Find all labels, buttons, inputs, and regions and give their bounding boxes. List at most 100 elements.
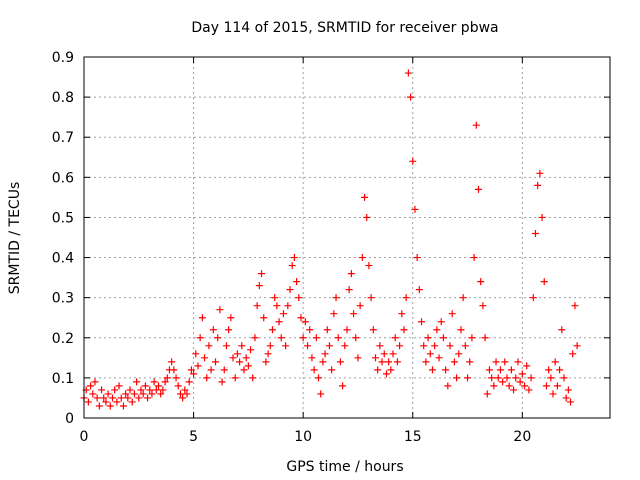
data-point [227, 314, 235, 322]
data-series [80, 69, 581, 410]
data-point [371, 354, 379, 362]
data-point [251, 334, 259, 342]
data-point [481, 334, 489, 342]
data-point [475, 185, 482, 193]
data-point [516, 378, 524, 386]
data-point [172, 374, 180, 382]
data-point [279, 310, 287, 318]
data-point [435, 354, 443, 362]
data-point [422, 358, 430, 366]
data-point [345, 286, 353, 294]
data-point [534, 181, 542, 189]
data-point [468, 334, 476, 342]
data-point [334, 334, 342, 342]
data-point [483, 390, 491, 398]
data-point [181, 386, 189, 394]
x-tick-label: 5 [189, 429, 198, 445]
data-point [308, 354, 316, 362]
data-point [413, 254, 421, 262]
data-point [306, 326, 314, 334]
data-point [343, 326, 351, 334]
data-point [538, 213, 546, 221]
data-point [459, 294, 467, 302]
data-point [104, 390, 112, 398]
data-point [358, 254, 366, 262]
data-point [183, 390, 191, 398]
data-point [571, 302, 579, 310]
data-point [157, 390, 165, 398]
data-point [297, 314, 305, 322]
data-point [453, 374, 461, 382]
data-point [404, 69, 412, 77]
data-point [310, 366, 318, 374]
data-point [198, 314, 206, 322]
x-tick-label: 20 [513, 429, 531, 445]
data-point [192, 350, 200, 358]
data-point [218, 378, 226, 386]
data-point [553, 382, 561, 390]
data-point [369, 326, 377, 334]
data-point [492, 358, 500, 366]
data-point [91, 378, 99, 386]
data-point [126, 386, 134, 394]
y-tick-label: 0.2 [52, 331, 74, 347]
data-point [347, 270, 355, 278]
data-point [363, 213, 371, 221]
data-point [531, 229, 539, 237]
x-axis-label: GPS time / hours [286, 459, 403, 475]
y-tick-label: 0.9 [52, 50, 74, 66]
data-point [564, 386, 572, 394]
data-point [385, 358, 393, 366]
data-point [89, 390, 97, 398]
data-point [485, 366, 493, 374]
data-point [499, 378, 507, 386]
data-point [128, 398, 136, 406]
y-tick-label: 0.4 [52, 251, 74, 267]
data-point [321, 350, 329, 358]
data-point [569, 350, 577, 358]
data-point [536, 169, 544, 177]
data-point [501, 358, 509, 366]
data-point [448, 310, 456, 318]
data-point [450, 358, 458, 366]
data-point [152, 386, 160, 394]
data-point [137, 386, 145, 394]
data-point [212, 358, 219, 366]
data-point [560, 374, 568, 382]
data-point [111, 386, 119, 394]
data-point [293, 278, 301, 286]
data-point [201, 354, 209, 362]
data-point [240, 366, 248, 374]
data-point [317, 390, 325, 398]
data-point [415, 286, 423, 294]
data-point [567, 398, 575, 406]
data-point [187, 366, 195, 374]
data-point [130, 390, 138, 398]
data-point [339, 382, 347, 390]
data-point [479, 302, 487, 310]
data-point [159, 386, 167, 394]
data-point [150, 378, 158, 386]
data-point [185, 378, 193, 386]
data-point [124, 394, 132, 402]
data-point [135, 394, 143, 402]
data-point [418, 318, 426, 326]
data-point [275, 318, 283, 326]
data-point [446, 342, 454, 350]
data-point [542, 382, 550, 390]
data-point [562, 394, 570, 402]
data-point [258, 270, 266, 278]
data-point [512, 374, 520, 382]
data-point [214, 334, 222, 342]
data-point [179, 394, 187, 402]
data-point [168, 358, 176, 366]
data-point [312, 334, 320, 342]
data-point [325, 342, 333, 350]
y-tick-label: 0.3 [52, 291, 74, 307]
y-tick-label: 0.5 [52, 210, 74, 226]
y-tick-label: 0.7 [52, 130, 74, 146]
data-point [209, 326, 217, 334]
data-point [216, 306, 224, 314]
grid-lines [84, 57, 610, 418]
